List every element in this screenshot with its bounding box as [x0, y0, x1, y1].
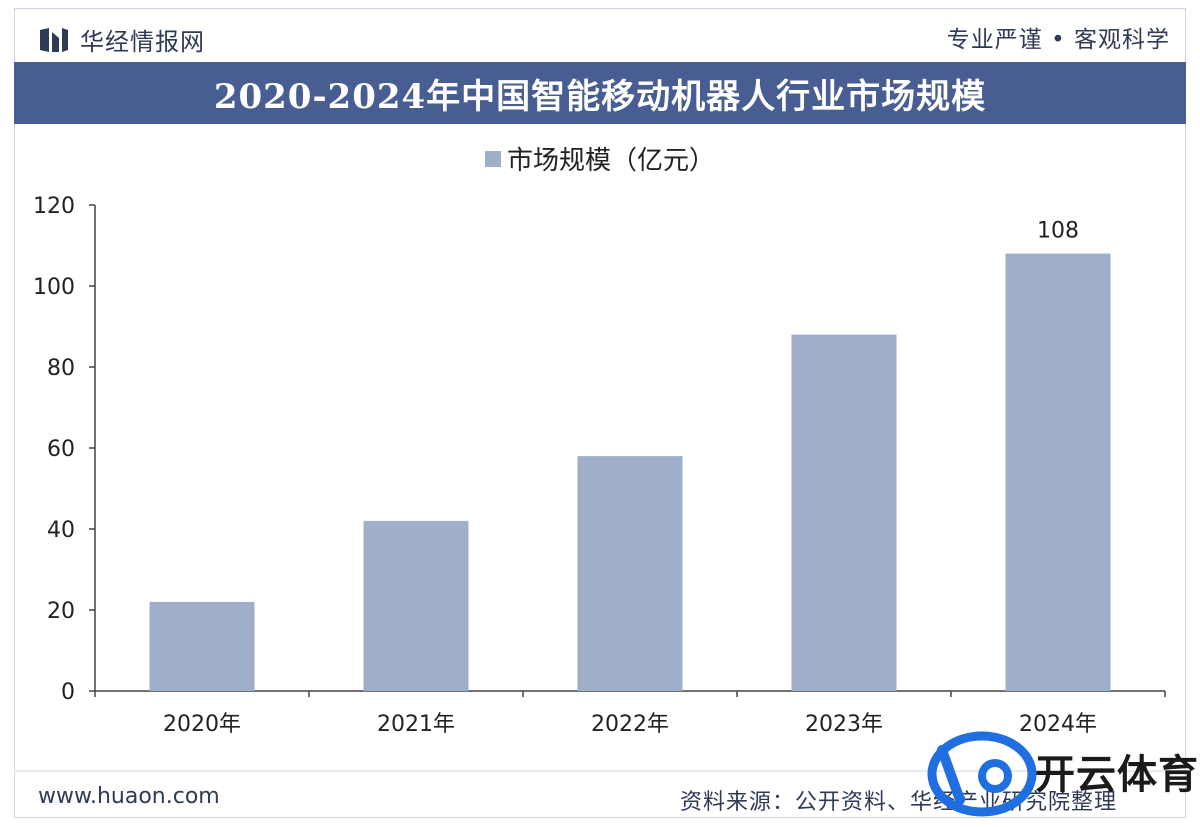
chart-title: 2020-2024年中国智能移动机器人行业市场规模	[213, 76, 987, 117]
y-tick-label: 80	[47, 356, 75, 381]
y-tick-label: 60	[47, 437, 75, 462]
y-tick-label: 0	[61, 680, 75, 705]
x-tick-label: 2024年	[1019, 712, 1097, 737]
y-tick-label: 40	[47, 518, 75, 543]
website-link[interactable]: www.huaon.com	[38, 784, 220, 809]
bar-2	[363, 520, 469, 691]
title-bar: 2020-2024年中国智能移动机器人行业市场规模	[14, 62, 1186, 124]
legend-label: 市场规模（亿元）	[506, 146, 715, 176]
footer-divider	[14, 770, 1186, 772]
y-tick-label: 100	[33, 275, 75, 300]
sponsor-badge-text: 开云体育	[1035, 752, 1199, 798]
x-tick-label: 2022年	[591, 712, 669, 737]
data-label: 108	[1037, 219, 1079, 244]
legend-swatch	[484, 150, 501, 167]
x-tick-label: 2023年	[805, 712, 883, 737]
y-tick-label: 120	[33, 194, 75, 219]
bar-3	[577, 456, 683, 691]
x-tick-label: 2021年	[377, 712, 455, 737]
y-tick-label: 20	[47, 599, 75, 624]
brand-logo[interactable]: 华经情报网	[40, 22, 205, 57]
bar-5	[1005, 253, 1111, 691]
bar-1	[149, 601, 255, 691]
brand-name: 华经情报网	[80, 28, 205, 56]
brand-logo-icon	[40, 27, 68, 52]
slogan: 专业严谨 • 客观科学	[946, 27, 1170, 53]
source-note: 资料来源：公开资料、华经产业研究院整理	[680, 790, 1118, 815]
bar-4	[791, 334, 897, 691]
sponsor-badge-logo-icon	[927, 731, 1037, 817]
chart-legend: 市场规模（亿元）	[0, 140, 1200, 177]
header: 华经情报网 专业严谨 • 客观科学	[0, 0, 1200, 62]
x-tick-label: 2020年	[163, 712, 241, 737]
